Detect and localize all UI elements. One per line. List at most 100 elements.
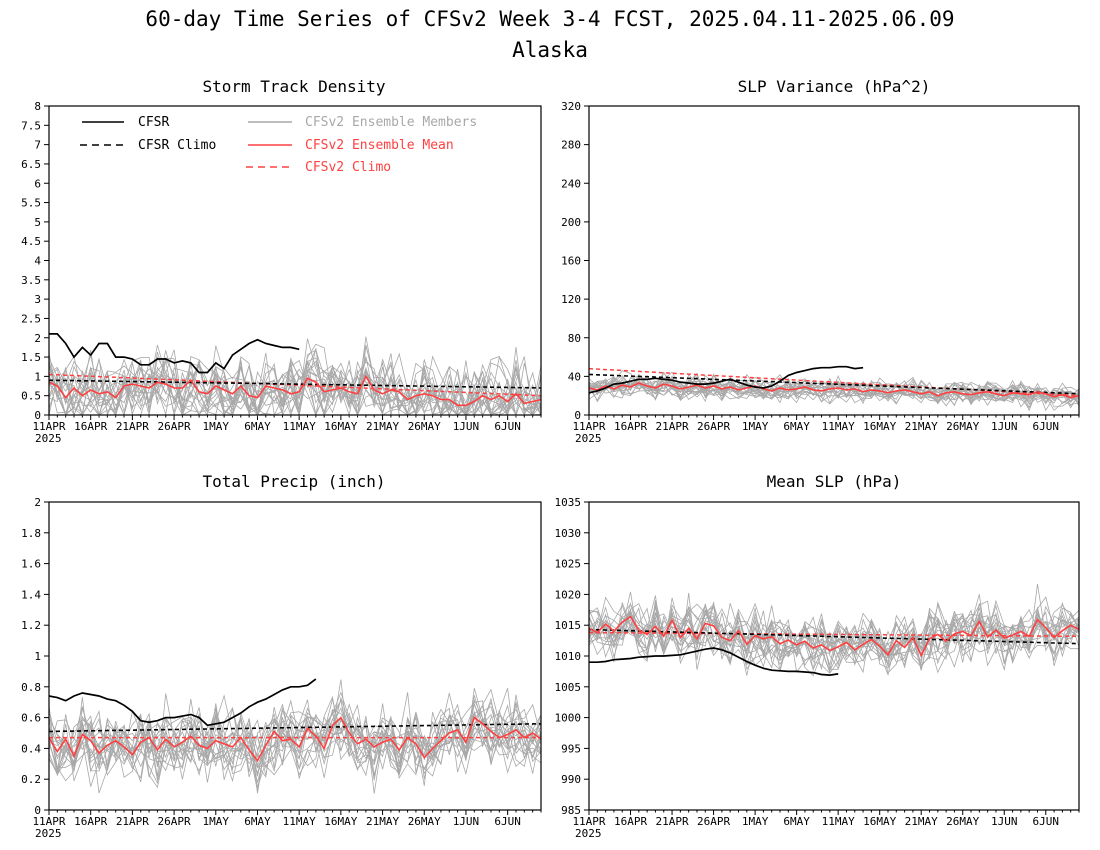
y-tick-label: 0 — [34, 409, 41, 422]
x-tick-label: 26MAY — [946, 420, 979, 433]
ensemble-member-line — [48, 703, 542, 794]
panel-title: Total Precip (inch) — [202, 472, 385, 491]
cfsr-line — [49, 333, 300, 374]
x-tick-label: 21MAY — [366, 420, 399, 433]
x-tick-label: 16MAY — [324, 420, 357, 433]
ensemble-member-line — [48, 360, 542, 417]
y-tick-label: 7 — [34, 139, 41, 152]
x-tick-label: 6JUN — [1033, 420, 1060, 433]
legend-label-cfsr: CFSR — [138, 115, 169, 130]
x-tick-label: 26APR — [158, 420, 191, 433]
y-tick-label: 1035 — [555, 496, 582, 509]
y-tick-label: 5 — [34, 216, 41, 229]
x-tick-label: 16MAY — [324, 815, 357, 828]
y-tick-label: 40 — [568, 370, 581, 383]
y-tick-label: 0.8 — [21, 681, 41, 694]
ensemble-mean-line — [588, 615, 1080, 658]
y-tick-label: 1.6 — [21, 558, 41, 571]
y-tick-label: 2.5 — [21, 312, 41, 325]
ensemble-member-line — [588, 607, 1080, 670]
y-tick-label: 0 — [34, 804, 41, 817]
x-tick-label: 16APR — [614, 815, 647, 828]
x-year-label: 2025 — [35, 827, 62, 840]
x-tick-label: 16APR — [74, 420, 107, 433]
legend-label-cfsv2-climo: CFSv2 Climo — [305, 160, 391, 175]
ensemble-member-line — [588, 374, 1080, 411]
legend-label-members: CFSv2 Ensemble Members — [305, 115, 477, 130]
ensemble-member-line — [588, 371, 1080, 403]
y-tick-label: 990 — [561, 773, 581, 786]
x-tick-label: 6MAY — [244, 420, 271, 433]
x-tick-label: 21APR — [655, 420, 688, 433]
x-tick-label: 26APR — [158, 815, 191, 828]
x-tick-label: 1MAY — [203, 420, 230, 433]
x-tick-label: 1JUN — [991, 815, 1018, 828]
panel-title: SLP Variance (hPa^2) — [738, 77, 931, 96]
cfsv2-climo-line — [48, 373, 542, 397]
y-tick-label: 4.5 — [21, 235, 41, 248]
y-tick-label: 2 — [34, 496, 41, 509]
x-tick-label: 21MAY — [366, 815, 399, 828]
y-tick-label: 3 — [34, 293, 41, 306]
plot-frame — [48, 501, 542, 811]
cfsr-line — [589, 647, 839, 676]
x-tick-label: 16APR — [74, 815, 107, 828]
y-tick-label: 1000 — [555, 712, 582, 725]
y-tick-label: 0.2 — [21, 773, 41, 786]
x-tick-label: 11MAY — [822, 420, 855, 433]
y-tick-label: 8 — [34, 100, 41, 113]
y-tick-label: 80 — [568, 332, 581, 345]
y-tick-label: 1025 — [555, 558, 582, 571]
y-tick-label: 240 — [561, 177, 581, 190]
y-tick-label: 1010 — [555, 650, 582, 663]
x-tick-label: 11APR — [32, 420, 65, 433]
y-tick-label: 6.5 — [21, 158, 41, 171]
x-tick-label: 21MAY — [905, 815, 938, 828]
ensemble-mean-line — [48, 374, 542, 407]
ensemble-member-line — [48, 688, 542, 791]
ensemble-member-line — [48, 696, 542, 780]
y-tick-label: 995 — [561, 742, 581, 755]
x-year-label: 2025 — [575, 827, 602, 840]
plot-frame — [588, 501, 1080, 811]
x-tick-label: 6MAY — [783, 815, 810, 828]
x-tick-label: 21APR — [116, 815, 149, 828]
cfsr-line — [588, 365, 864, 394]
x-tick-label: 6MAY — [244, 815, 271, 828]
x-year-label: 2025 — [35, 432, 62, 445]
legend-label-cfsr-climo: CFSR Climo — [138, 138, 216, 153]
ensemble-member-line — [588, 603, 1080, 667]
x-tick-label: 21APR — [116, 420, 149, 433]
y-tick-label: 0.5 — [21, 390, 41, 403]
figure-title: 60-day Time Series of CFSv2 Week 3-4 FCS… — [145, 7, 954, 31]
y-tick-label: 1.4 — [21, 588, 41, 601]
y-tick-label: 1015 — [555, 619, 582, 632]
x-tick-label: 11MAY — [283, 815, 316, 828]
y-tick-label: 5.5 — [21, 197, 41, 210]
x-tick-label: 11APR — [572, 815, 605, 828]
ensemble-mean-line — [588, 382, 1080, 399]
x-tick-label: 1JUN — [453, 815, 480, 828]
x-tick-label: 6JUN — [1033, 815, 1060, 828]
y-tick-label: 3.5 — [21, 274, 41, 287]
x-tick-label: 26MAY — [408, 420, 441, 433]
ensemble-mean-line — [48, 716, 542, 763]
x-year-label: 2025 — [575, 432, 602, 445]
y-tick-label: 985 — [561, 804, 581, 817]
y-tick-label: 6 — [34, 177, 41, 190]
x-tick-label: 21APR — [655, 815, 688, 828]
plot-frame — [588, 105, 1080, 416]
x-tick-label: 11APR — [32, 815, 65, 828]
x-tick-label: 11MAY — [822, 815, 855, 828]
cfsr-line — [48, 678, 317, 727]
panel-total-precip: Total Precip (inch) 0 0.2 0.4 0.6 0.8 1 1.2 1.4… — [21, 472, 542, 840]
x-tick-label: 1JUN — [991, 420, 1018, 433]
y-tick-label: 1.5 — [21, 351, 41, 364]
y-tick-label: 1.2 — [21, 619, 41, 632]
x-tick-label: 26APR — [697, 815, 730, 828]
y-tick-label: 1020 — [555, 588, 582, 601]
x-tick-label: 1MAY — [742, 420, 769, 433]
y-tick-label: 0.4 — [21, 742, 41, 755]
panel-storm-track-density: Storm Track Density 0 0.5 1 1.5 2 2.5 3 3.5 4 4.5… — [21, 77, 542, 445]
ensemble-member-line — [48, 352, 542, 417]
